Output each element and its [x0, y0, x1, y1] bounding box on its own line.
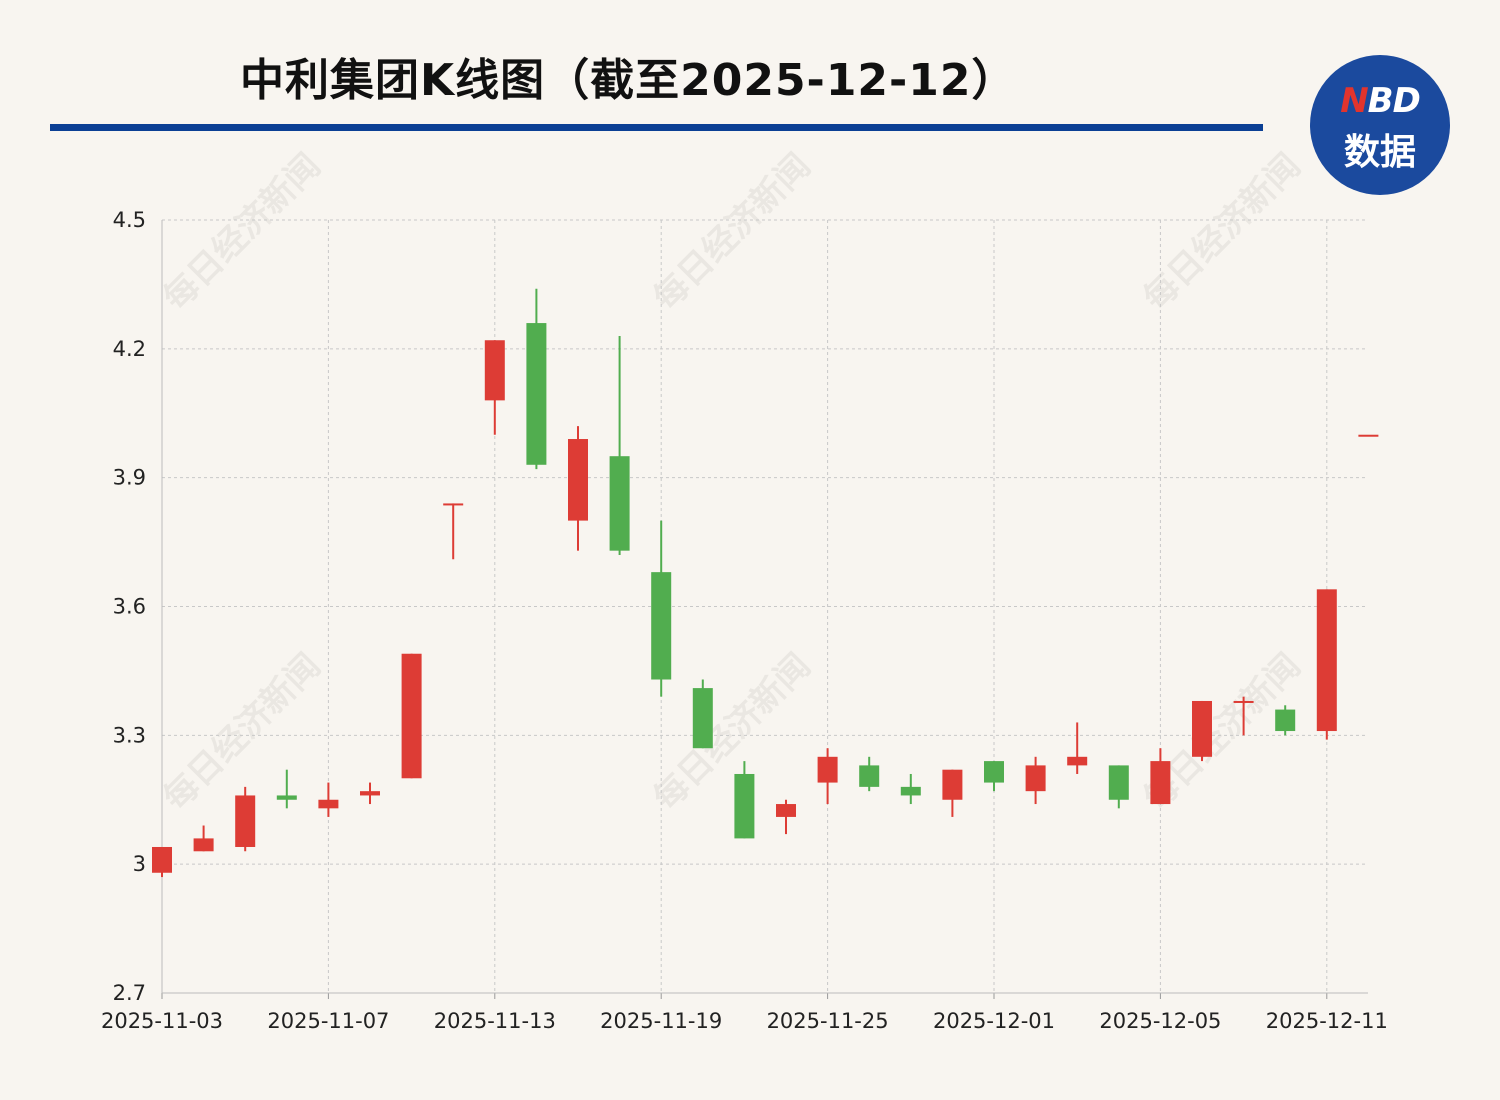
candle-body: [1025, 765, 1046, 792]
candle-body: [1316, 589, 1337, 732]
y-tick-label: 4.5: [113, 208, 146, 232]
candle-body: [942, 769, 963, 800]
candle-body: [318, 799, 339, 809]
nbd-logo: NBD 数据: [1310, 55, 1450, 195]
x-tick-label: 2025-11-03: [101, 1009, 223, 1033]
candle-body: [1358, 434, 1379, 437]
candle-body: [235, 795, 256, 847]
candle-body: [401, 653, 422, 779]
candle-body: [526, 323, 547, 465]
watermark: 每日经济新闻: [646, 646, 819, 819]
x-tick-label: 2025-11-07: [267, 1009, 389, 1033]
candle-body: [859, 765, 880, 787]
watermark: 每日经济新闻: [1136, 146, 1309, 319]
candle-body: [1150, 761, 1171, 805]
title-underline: [50, 124, 1263, 131]
candle-body: [1233, 700, 1254, 703]
y-tick-label: 2.7: [113, 981, 146, 1005]
candle-body: [1067, 756, 1088, 766]
chart-title: 中利集团K线图（截至2025-12-12）: [240, 55, 1017, 106]
x-tick-label: 2025-12-11: [1266, 1009, 1388, 1033]
watermark: 每日经济新闻: [156, 146, 329, 319]
candle-body: [817, 756, 838, 783]
candle-body: [609, 456, 630, 551]
candle-body: [484, 340, 505, 401]
x-tick-label: 2025-12-01: [933, 1009, 1055, 1033]
candle-body: [651, 572, 672, 680]
candle-body: [776, 804, 796, 817]
x-tick-label: 2025-11-13: [434, 1009, 556, 1033]
y-tick-label: 3.9: [113, 466, 146, 490]
x-tick-label: 2025-11-19: [600, 1009, 722, 1033]
y-tick-label: 4.2: [113, 337, 146, 361]
y-tick-label: 3: [133, 852, 146, 876]
candle-body: [276, 795, 297, 800]
candle-body: [692, 688, 713, 749]
y-tick-label: 3.3: [113, 723, 146, 747]
candle-body: [193, 838, 214, 852]
candle-body: [1275, 709, 1296, 732]
candle-body: [568, 439, 588, 521]
x-tick-label: 2025-11-25: [767, 1009, 889, 1033]
candle-body: [1108, 765, 1129, 800]
candle-body: [1192, 700, 1212, 757]
candle-body: [984, 761, 1004, 783]
watermark: 每日经济新闻: [646, 146, 819, 319]
candle-body: [152, 846, 172, 873]
candle-body: [360, 791, 380, 796]
candle-body: [900, 786, 921, 796]
candle-body: [443, 503, 464, 506]
y-tick-label: 3.6: [113, 595, 146, 619]
candle-body: [734, 773, 755, 839]
x-tick-label: 2025-12-05: [1099, 1009, 1221, 1033]
watermark: 每日经济新闻: [156, 646, 329, 819]
